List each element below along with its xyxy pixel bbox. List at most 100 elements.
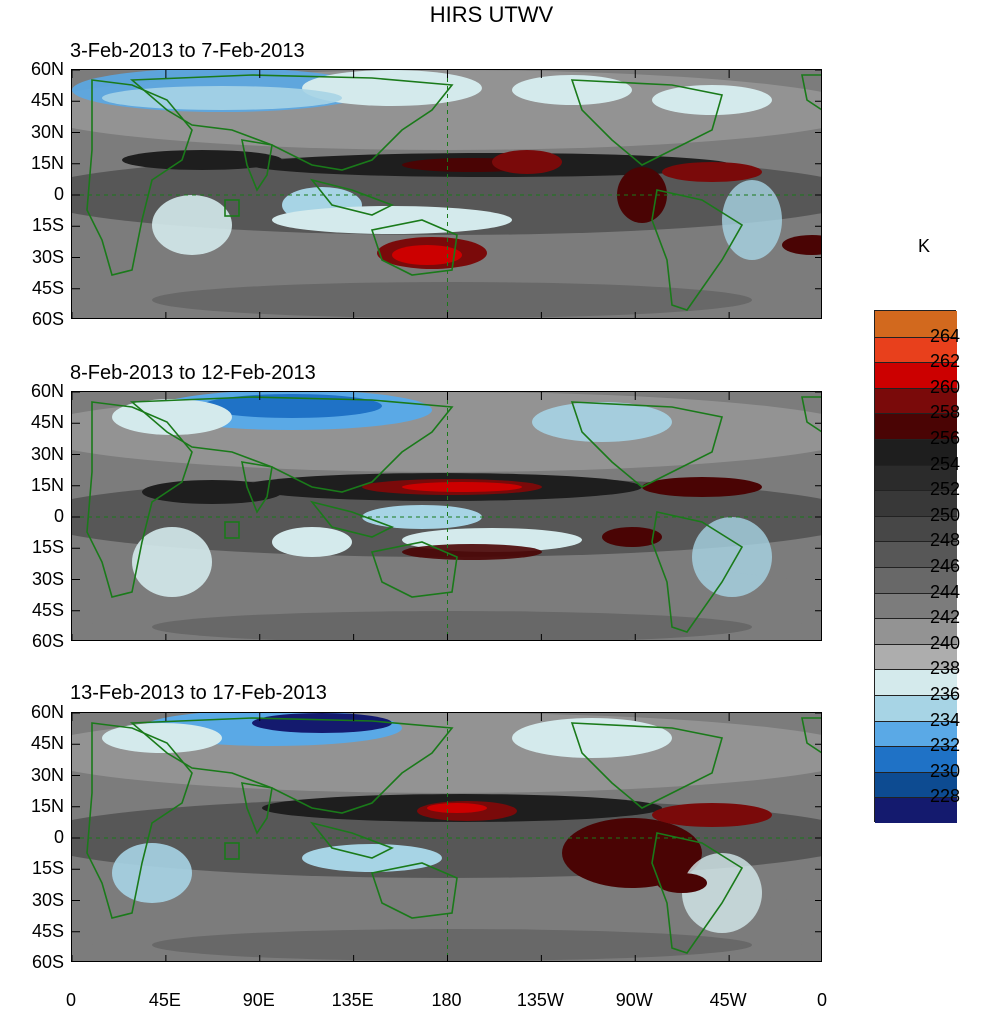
lon-tick-label: 90E <box>242 990 275 1010</box>
lat-tick-label: 30S <box>31 889 64 910</box>
contour-region <box>122 150 282 170</box>
coastline <box>86 79 193 276</box>
lat-tick-label: 15S <box>31 537 64 558</box>
coastline <box>309 178 394 216</box>
lat-tick-label: 30N <box>30 443 64 464</box>
colorbar-swatch <box>875 797 957 823</box>
lat-tick-label: 60N <box>30 381 64 401</box>
colorbar-swatch <box>875 515 957 542</box>
coastline <box>570 401 724 488</box>
coastline <box>86 722 193 919</box>
contour-region <box>662 162 762 182</box>
lat-tick-label: 45S <box>31 277 64 298</box>
colorbar-swatch <box>875 439 957 465</box>
lat-tick-label: 60N <box>30 702 64 722</box>
contour-region <box>602 527 662 547</box>
contour-map <box>72 70 821 318</box>
contour-region <box>402 544 542 560</box>
contour-region <box>362 505 482 529</box>
panel-2-title: 8-Feb-2013 to 12-Feb-2013 <box>70 362 316 384</box>
panel-2-map <box>71 391 822 641</box>
colorbar-swatch <box>875 541 957 567</box>
contour-region <box>692 517 772 597</box>
contour-map <box>72 713 821 961</box>
contour-region <box>152 282 752 318</box>
contour-region <box>272 206 512 234</box>
contour-region <box>202 394 382 418</box>
coastline <box>570 79 724 166</box>
lat-tick-label: 30S <box>31 568 64 589</box>
lon-tick-label: 135E <box>331 990 374 1010</box>
contour-region <box>252 713 392 733</box>
lat-tick-label: 0 <box>53 184 64 204</box>
region-box <box>224 199 240 217</box>
colorbar-swatch <box>875 387 957 414</box>
colorbar <box>874 310 957 823</box>
lat-tick-label: 15N <box>30 152 64 173</box>
panel-1-title: 3-Feb-2013 to 7-Feb-2013 <box>70 40 305 62</box>
contour-region <box>152 611 752 640</box>
lat-tick-label: 45S <box>31 599 64 620</box>
coastline <box>240 139 273 192</box>
lat-tick-label: 30N <box>30 121 64 142</box>
panel-3-map <box>71 712 822 962</box>
contour-region <box>402 482 522 492</box>
colorbar-swatch <box>875 362 957 388</box>
contour-region <box>652 803 772 827</box>
lon-tick-label: 0 <box>65 990 77 1010</box>
colorbar-label: 264 <box>930 325 961 346</box>
contour-region <box>272 527 352 557</box>
colorbar-label: 260 <box>930 376 961 397</box>
colorbar-swatch <box>875 695 957 721</box>
colorbar-swatch <box>875 669 957 695</box>
lat-tick-label: 15S <box>31 215 64 236</box>
contour-region <box>112 399 232 435</box>
lon-tick-label: 45W <box>709 990 747 1010</box>
colorbar-swatch <box>875 311 957 337</box>
contour-region <box>132 527 212 597</box>
lat-tick-label: 45N <box>30 90 64 111</box>
contour-region <box>102 86 342 110</box>
lat-tick-label: 60S <box>31 309 64 329</box>
panel-1-map <box>71 69 822 319</box>
colorbar-label: 262 <box>930 351 961 372</box>
lat-tick-label: 30N <box>30 764 64 785</box>
lat-tick-label: 45N <box>30 412 64 433</box>
coastline <box>240 461 273 514</box>
colorbar-label: 254 <box>930 453 961 474</box>
contour-region <box>512 75 632 105</box>
contour-region <box>652 85 772 115</box>
colorbar-label: 232 <box>930 735 961 756</box>
coastline <box>801 717 821 754</box>
coastline <box>129 717 454 814</box>
unit-label: K <box>918 236 931 256</box>
coastline <box>86 401 193 598</box>
lon-tick-label: 135W <box>516 990 564 1010</box>
contour-region <box>782 235 821 255</box>
lon-tick-label: 90W <box>615 990 653 1010</box>
lat-tick-label: 60S <box>31 631 64 651</box>
lat-tick-label: 45S <box>31 920 64 941</box>
coastline <box>570 722 724 809</box>
contour-region <box>152 929 752 961</box>
colorbar-swatch <box>875 618 957 644</box>
colorbar-label: 256 <box>930 428 961 448</box>
lat-tick-label: 0 <box>53 827 64 847</box>
coastline <box>651 189 744 311</box>
main-title: HIRS UTWV <box>429 2 554 27</box>
colorbar-swatch <box>875 464 957 491</box>
contour-region <box>427 803 487 813</box>
contour-region <box>142 480 282 504</box>
colorbar-swatch <box>875 592 957 619</box>
colorbar-label: 234 <box>930 709 961 730</box>
colorbar-swatch <box>875 336 957 363</box>
lon-tick-label: 45E <box>148 990 181 1010</box>
region-box <box>224 842 240 860</box>
contour-map <box>72 392 821 640</box>
contour-region <box>302 70 482 106</box>
colorbar-label: 242 <box>930 607 961 628</box>
colorbar-swatch <box>875 643 957 670</box>
lat-tick-label: 15N <box>30 474 64 495</box>
colorbar-swatch <box>875 567 957 593</box>
coastline <box>309 821 394 859</box>
